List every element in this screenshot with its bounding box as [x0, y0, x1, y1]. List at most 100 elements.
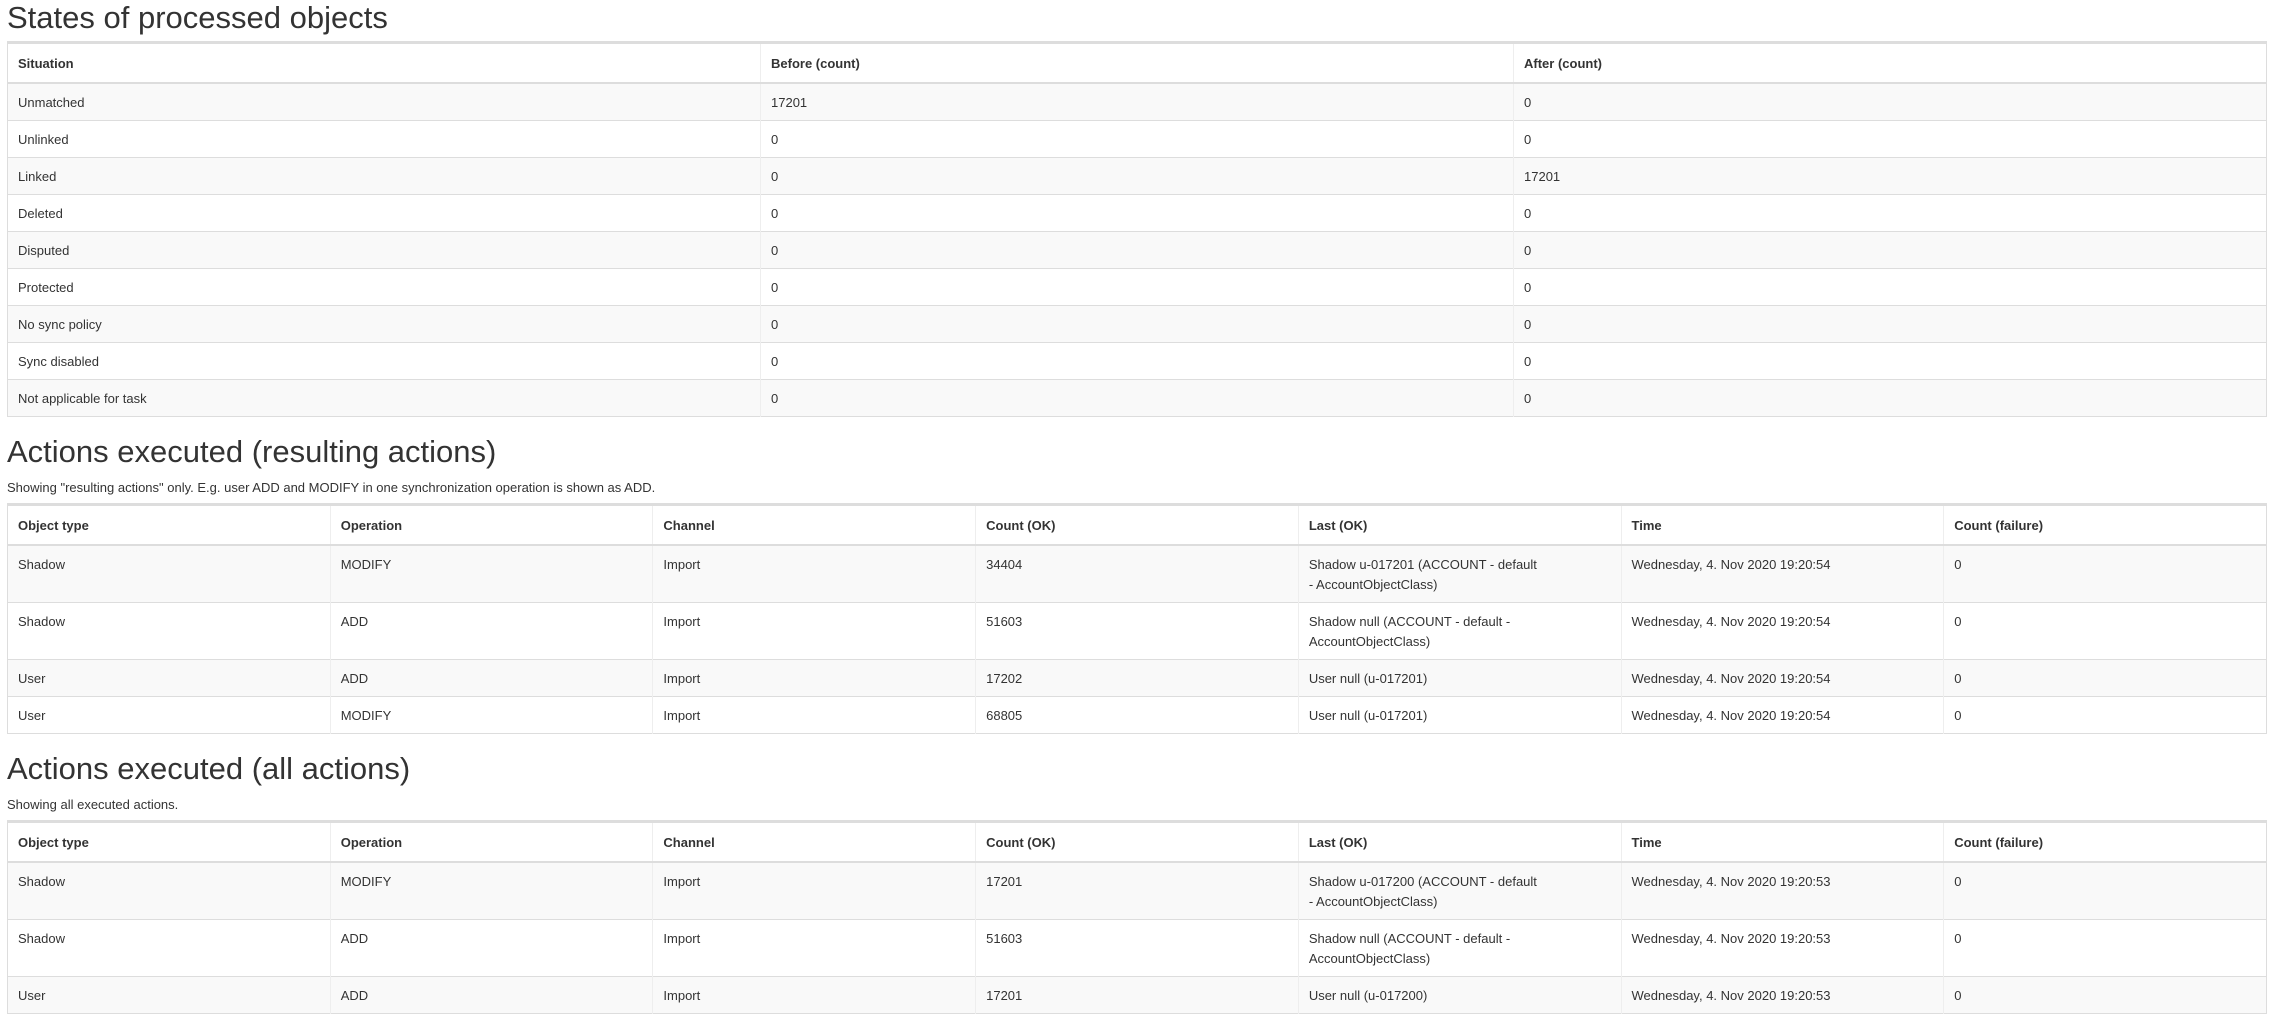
table-cell: Wednesday, 4. Nov 2020 19:20:53	[1620, 919, 1944, 977]
table-cell: Import	[652, 976, 976, 1014]
table-head: Object type Operation Channel Count (OK) Las…	[7, 821, 2267, 863]
cell-text: 0	[1524, 280, 1532, 295]
column-header: Time	[1620, 504, 1944, 546]
table-row: Disputed 0 0	[7, 231, 2267, 269]
cell-text: Shadow	[18, 874, 65, 889]
column-header: Situation	[7, 42, 761, 84]
table-row: Sync disabled 0 0	[7, 342, 2267, 380]
cell-text: ADD	[340, 614, 369, 629]
table-cell: 0	[1943, 696, 2267, 734]
cell-text: 0	[771, 280, 779, 295]
cell-text: Import	[663, 557, 701, 572]
table-cell: Shadow	[7, 919, 331, 977]
column-header: Last (OK)	[1297, 504, 1622, 546]
table-cell: Shadow	[7, 544, 331, 603]
cell-text: User null (u-017201)	[1308, 671, 1428, 686]
cell-text: 17201	[1524, 169, 1561, 184]
cell-text: Import	[663, 614, 701, 629]
cell-text: 0	[1954, 988, 1962, 1003]
table-row: Shadow MODIFY Import 17201 Shadow u-017200 (…	[7, 861, 2267, 920]
table-cell: 0	[1513, 194, 2267, 232]
table-cell: 17201	[1513, 157, 2267, 195]
table-head: Object type Operation Channel Count (OK) Las…	[7, 504, 2267, 546]
table-cell: 51603	[975, 919, 1299, 977]
cell-text: Shadow	[18, 614, 65, 629]
table-cell: 0	[760, 268, 1514, 306]
cell-text: 0	[1954, 614, 1962, 629]
table-row: Unlinked 0 0	[7, 120, 2267, 158]
table-cell: Wednesday, 4. Nov 2020 19:20:54	[1620, 544, 1944, 603]
column-header: Before (count)	[760, 42, 1514, 84]
table-row: Linked 0 17201	[7, 157, 2267, 195]
column-header: After (count)	[1513, 42, 2267, 84]
header-row: Object type Operation Channel Count (OK) Las…	[7, 821, 2267, 863]
column-header: Operation	[329, 821, 653, 863]
cell-text: Unlinked	[18, 132, 69, 147]
table-cell: ADD	[329, 919, 653, 977]
table-cell: 0	[1943, 544, 2267, 603]
table-row: Deleted 0 0	[7, 194, 2267, 232]
cell-text: User	[18, 988, 46, 1003]
section-note: Showing all executed actions.	[7, 797, 179, 812]
table-cell: 0	[1513, 342, 2267, 380]
cell-text: 0	[1524, 206, 1532, 221]
cell-text: 0	[1954, 874, 1962, 889]
cell-text: 0	[771, 243, 779, 258]
cell-text: Shadow null (ACCOUNT - default - Account…	[1308, 931, 1511, 966]
table-cell: Unlinked	[7, 120, 761, 158]
table-cell: 0	[760, 231, 1514, 269]
cell-text: Import	[663, 988, 701, 1003]
cell-text: 0	[771, 169, 779, 184]
cell-text: Wednesday, 4. Nov 2020 19:20:53	[1631, 874, 1831, 889]
table-cell: Shadow	[7, 602, 331, 660]
table-cell: Wednesday, 4. Nov 2020 19:20:54	[1620, 696, 1944, 734]
cell-text: Shadow	[18, 931, 65, 946]
cell-text: 17202	[986, 671, 1023, 686]
cell-text: 0	[1524, 95, 1532, 110]
cell-text: 0	[1524, 243, 1532, 258]
table-row: No sync policy 0 0	[7, 305, 2267, 343]
cell-text: ADD	[340, 931, 369, 946]
table-cell: Disputed	[7, 231, 761, 269]
cell-text: ADD	[340, 988, 369, 1003]
table-cell: MODIFY	[329, 861, 653, 920]
cell-text: 34404	[986, 557, 1023, 572]
column-header: Operation	[329, 504, 653, 546]
cell-text: Protected	[18, 280, 74, 295]
cell-text: Shadow null (ACCOUNT - default - Account…	[1308, 614, 1511, 649]
cell-text: Import	[663, 708, 701, 723]
table-body: Shadow MODIFY Import 17201 Shadow u-017200 (…	[7, 861, 2267, 1014]
table-row: Unmatched 17201 0	[7, 82, 2267, 121]
cell-text: User	[18, 708, 46, 723]
table-cell: 17201	[975, 861, 1299, 920]
table-cell: MODIFY	[329, 696, 653, 734]
table-body: Shadow MODIFY Import 34404 Shadow u-017201 (…	[7, 544, 2267, 734]
cell-text: Disputed	[18, 243, 70, 258]
cell-text: 0	[1524, 354, 1532, 369]
table-cell: 0	[760, 342, 1514, 380]
table-row: Shadow ADD Import 51603 Shadow null (ACCOUNT…	[7, 919, 2267, 977]
table-cell: User null (u-017201)	[1297, 659, 1622, 697]
table-cell: Import	[652, 861, 976, 920]
table-cell: 17202	[975, 659, 1299, 697]
table-cell: 0	[1513, 231, 2267, 269]
cell-text: Deleted	[18, 206, 63, 221]
cell-text: Linked	[18, 169, 57, 184]
table-cell: Import	[652, 696, 976, 734]
table-cell: Protected	[7, 268, 761, 306]
column-header: Object type	[7, 504, 331, 546]
table-cell: 0	[760, 379, 1514, 417]
cell-text: MODIFY	[340, 708, 392, 723]
table-cell: Shadow u-017200 (ACCOUNT - default - Acc…	[1297, 861, 1622, 920]
cell-text: Wednesday, 4. Nov 2020 19:20:54	[1631, 614, 1831, 629]
cell-text: User null (u-017201)	[1308, 708, 1428, 723]
section: States of processed objects Situation Befo…	[7, 0, 2267, 417]
cell-text: Shadow u-017201 (ACCOUNT - default - Acc…	[1308, 557, 1537, 592]
table-cell: 0	[760, 194, 1514, 232]
cell-text: Wednesday, 4. Nov 2020 19:20:54	[1631, 708, 1831, 723]
section-title: States of processed objects	[7, 0, 388, 35]
cell-text: Wednesday, 4. Nov 2020 19:20:53	[1631, 931, 1831, 946]
cell-text: Import	[663, 874, 701, 889]
